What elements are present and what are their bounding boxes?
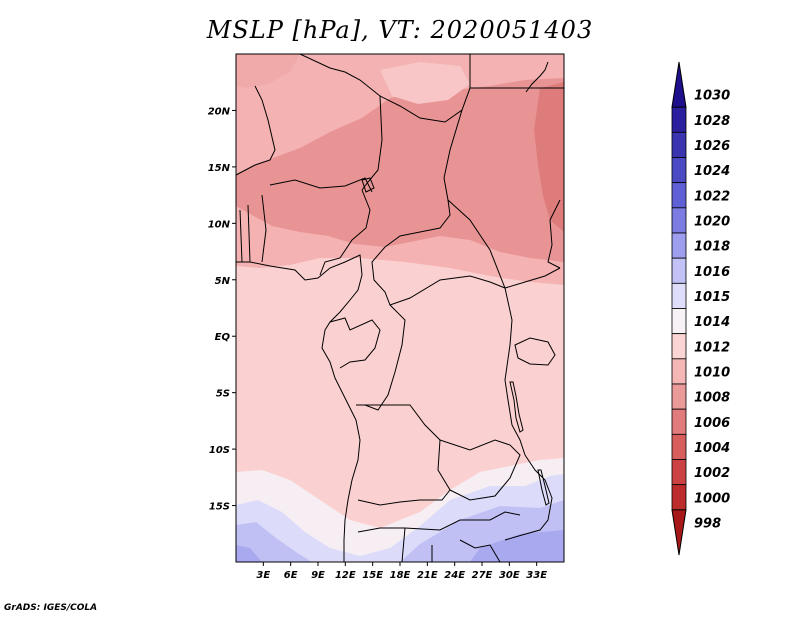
colorbar-swatch — [671, 106, 687, 133]
map-title: MSLP [hPa], VT: 2020051403 — [206, 16, 594, 44]
colorbar-label: 1028 — [694, 114, 730, 129]
lake-malawi — [537, 469, 550, 506]
border-nigeria-cameroon — [319, 189, 371, 276]
colorbar-label: 1000 — [694, 491, 730, 506]
lake-victoria — [514, 337, 556, 366]
colorbar-bottom-triangle — [671, 509, 687, 556]
border-ethiopia — [547, 199, 561, 269]
border-zambia — [439, 439, 521, 501]
colorbar-label: 1008 — [694, 391, 730, 406]
colorbar-label: 1012 — [694, 340, 730, 355]
lon-tick-label: 21E — [417, 570, 438, 581]
colorbar-label: 1004 — [694, 441, 730, 456]
field-1018-south — [236, 530, 564, 562]
colorbar-label: 1024 — [694, 164, 730, 179]
border-tanzania-mozambique — [504, 454, 553, 541]
colorbar-label: 1014 — [694, 315, 730, 330]
colorbar-label: 1018 — [694, 240, 730, 255]
lat-tick-label: 5S — [216, 389, 230, 400]
colorbar-swatch — [671, 459, 687, 486]
colorbar-top-triangle — [671, 61, 687, 108]
border-drc-east — [504, 287, 526, 456]
field-1010-nw — [236, 54, 300, 88]
colorbar-label: 1002 — [694, 466, 730, 481]
border-sahara-north — [299, 54, 471, 123]
lat-tick-label: 5N — [215, 276, 231, 287]
colorbar-swatch — [671, 131, 687, 158]
colorbar-label: 1030 — [694, 89, 730, 104]
colorbar-swatch — [671, 408, 687, 435]
border-car — [371, 246, 506, 306]
border-niger-nigeria — [269, 177, 373, 193]
border-south — [401, 527, 501, 562]
lon-tick-label: 6E — [284, 570, 298, 581]
longitude-axis: 3E 6E 9E 12E 15E 18E 21E 24E 27E 30E 33E — [256, 562, 547, 581]
colorbar-swatch — [671, 257, 687, 284]
colorbar-swatch — [671, 433, 687, 460]
lat-tick-label: 10S — [209, 445, 230, 456]
colorbar-label: 998 — [694, 516, 721, 531]
colorbar-swatch — [671, 358, 687, 385]
lon-tick-label: 33E — [526, 570, 547, 581]
lake-chad — [361, 177, 375, 193]
lon-tick-label: 12E — [335, 570, 356, 581]
colorbar-swatch — [671, 383, 687, 410]
border-west-sahel — [236, 85, 276, 176]
colorbar-swatch — [671, 333, 687, 360]
lon-tick-label: 9E — [311, 570, 325, 581]
field-1012-north-patch — [380, 62, 470, 104]
lat-tick-label: 15S — [209, 502, 230, 513]
border-congo-drc — [364, 304, 406, 411]
lat-tick-label: 10N — [208, 219, 231, 230]
colorbar-swatch — [671, 157, 687, 184]
colorbar-label: 1022 — [694, 189, 730, 204]
border-benin-togo — [239, 194, 267, 263]
colorbar-label: 1010 — [694, 365, 730, 380]
country-borders — [236, 54, 564, 562]
grads-credit: GrADS: IGES/COLA — [4, 603, 98, 613]
lon-tick-label: 27E — [472, 570, 493, 581]
border-chad-east — [384, 109, 463, 248]
lon-tick-label: 18E — [390, 570, 411, 581]
field-1008-sahel — [236, 78, 564, 262]
colorbar-swatch — [671, 484, 687, 511]
colorbar-swatch — [671, 207, 687, 234]
colorbar-label: 1006 — [694, 416, 730, 431]
lon-tick-label: 30E — [499, 570, 520, 581]
border-angola — [356, 404, 451, 506]
colorbar-label: 1020 — [694, 214, 730, 229]
lon-tick-label: 15E — [362, 570, 383, 581]
colorbar-swatch — [671, 282, 687, 309]
field-1006-east — [534, 82, 564, 232]
colorbar-swatch — [671, 182, 687, 209]
lat-tick-label: EQ — [215, 332, 231, 343]
red-sea-coast — [525, 61, 549, 93]
colorbar-swatch — [671, 232, 687, 259]
lat-tick-label: 15N — [208, 163, 231, 174]
border-chad-west — [361, 95, 383, 191]
colorbar-label: 1016 — [694, 265, 730, 280]
lon-tick-label: 3E — [256, 570, 270, 581]
colorbar-label: 1015 — [694, 290, 730, 305]
lon-tick-label: 24E — [444, 570, 465, 581]
lat-tick-label: 20N — [208, 106, 231, 117]
coastline-west-africa — [236, 254, 363, 562]
latitude-axis: 20N 15N 10N 5N EQ 5S 10S 15S — [208, 106, 236, 513]
colorbar-swatch — [671, 308, 687, 335]
border-namibia-botswana — [357, 511, 521, 533]
colorbar-label: 1026 — [694, 139, 730, 154]
lake-tanganyika — [509, 381, 524, 433]
border-gabon — [329, 317, 381, 369]
